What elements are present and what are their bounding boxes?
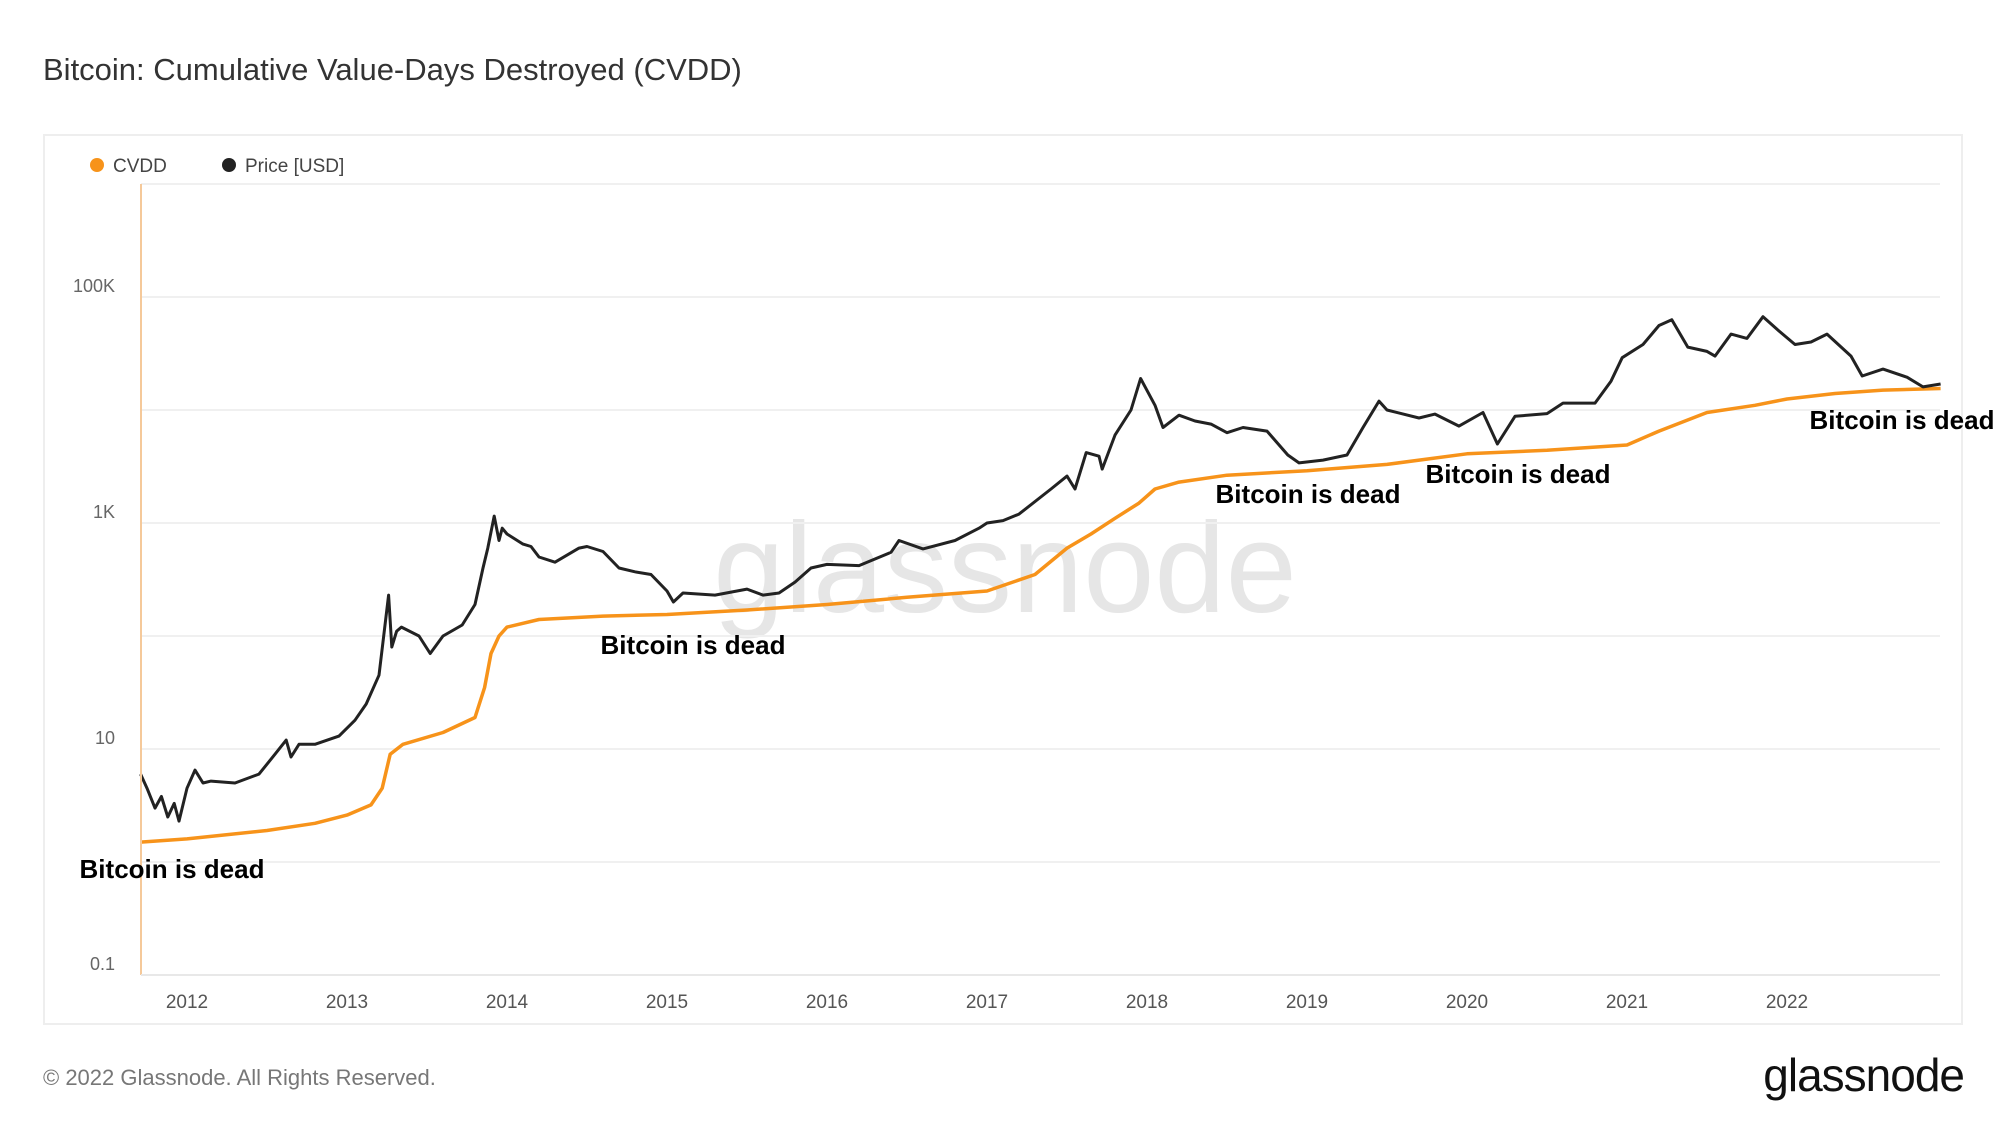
annotation-bitcoin-is-dead: Bitcoin is dead (1426, 459, 1611, 489)
price-line (139, 315, 1941, 823)
x-tick-label: 2021 (1606, 992, 1648, 1013)
x-tick-label: 2018 (1126, 992, 1168, 1013)
glassnode-logo: glassnode (1763, 1049, 1965, 1101)
x-tick-label: 2016 (806, 992, 848, 1013)
x-tick-label: 2014 (486, 992, 529, 1013)
y-tick-label: 100K (73, 276, 115, 296)
x-tick-label: 2013 (326, 992, 368, 1013)
y-tick-label: 1K (93, 502, 115, 522)
x-tick-label: 2020 (1446, 992, 1488, 1013)
x-tick-label: 2015 (646, 992, 688, 1013)
page-title: Bitcoin: Cumulative Value-Days Destroyed… (43, 52, 742, 87)
x-tick-label: 2012 (166, 992, 208, 1013)
legend-price-dot (222, 158, 236, 172)
annotation-bitcoin-is-dead: Bitcoin is dead (601, 630, 786, 660)
legend-cvdd[interactable]: CVDD (113, 156, 167, 177)
annotation-bitcoin-is-dead: Bitcoin is dead (1216, 479, 1401, 509)
x-tick-label: 2017 (966, 992, 1008, 1013)
cvdd-line (140, 386, 1941, 844)
y-tick-label: 0.1 (90, 954, 115, 974)
x-tick-label: 2019 (1286, 992, 1328, 1013)
annotation-bitcoin-is-dead: Bitcoin is dead (1810, 405, 1995, 435)
copyright-footer: © 2022 Glassnode. All Rights Reserved. (43, 1065, 436, 1090)
y-tick-label: 10 (95, 728, 115, 748)
legend-price[interactable]: Price [USD] (245, 156, 344, 177)
legend-cvdd-dot (90, 158, 104, 172)
x-tick-label: 2022 (1766, 992, 1808, 1013)
chart-container (43, 134, 1963, 1025)
annotation-bitcoin-is-dead: Bitcoin is dead (80, 854, 265, 884)
